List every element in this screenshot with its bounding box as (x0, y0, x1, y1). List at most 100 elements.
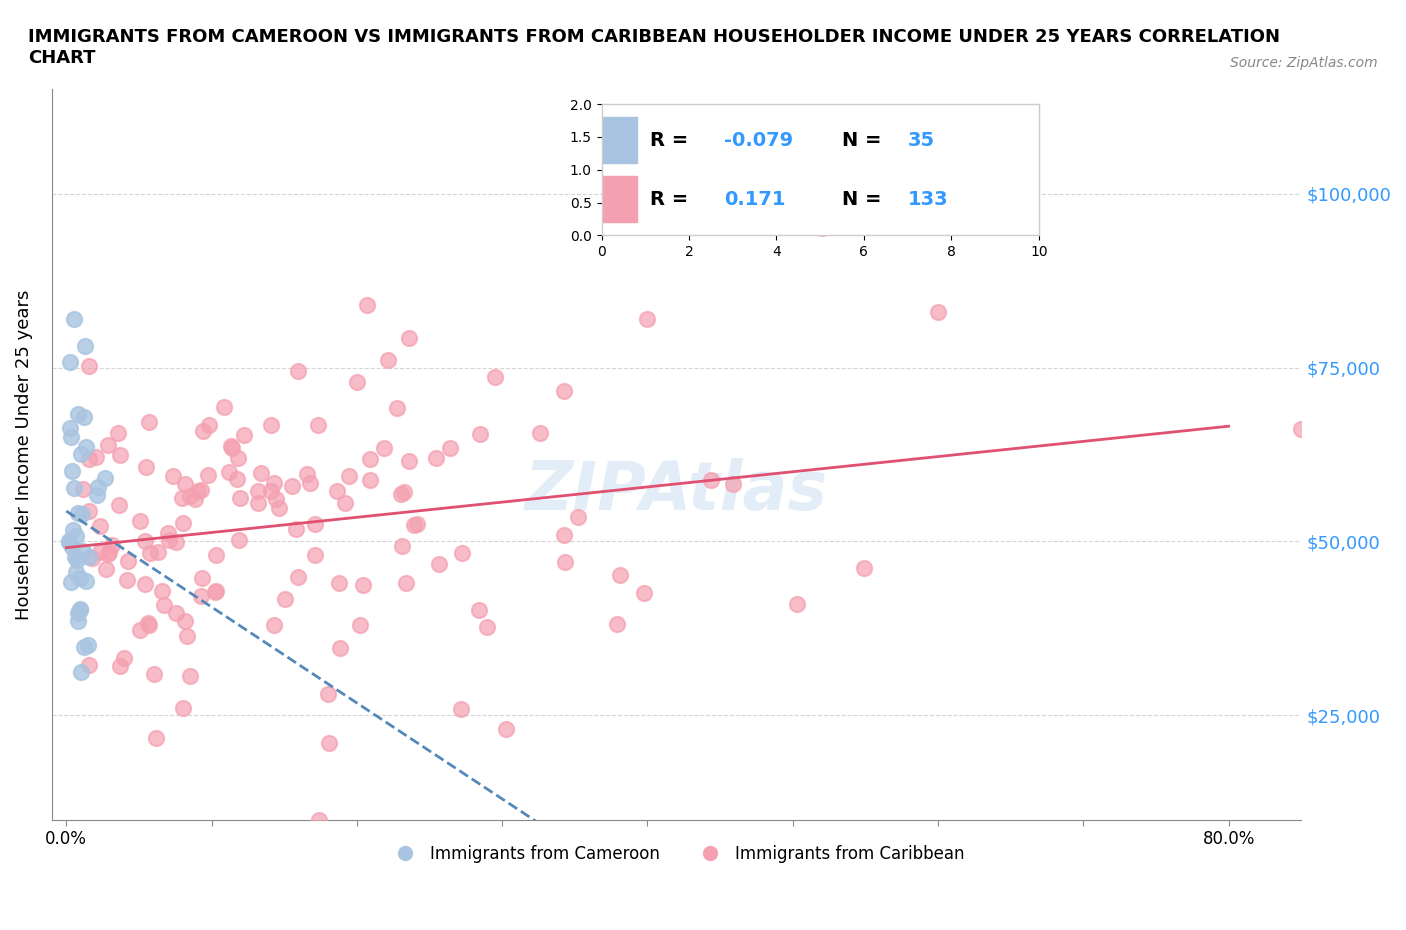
Point (337, 469, 360, 484)
Point (65, 565, 87, 579)
Point (346, 375, 368, 390)
Point (554, 554, 576, 569)
Point (115, 572, 138, 587)
Point (204, 585, 226, 600)
Point (97, 437, 120, 452)
Point (529, 426, 551, 441)
Point (77, 637, 100, 652)
Point (60, 463, 83, 478)
Point (263, 618, 285, 632)
Point (269, 500, 291, 515)
Point (229, 491, 252, 506)
Text: Source: ZipAtlas.com: Source: ZipAtlas.com (1230, 56, 1378, 70)
Point (326, 484, 349, 498)
Point (60, 539, 83, 554)
Point (266, 492, 288, 507)
Point (633, 586, 655, 601)
Point (391, 538, 413, 553)
Point (204, 584, 226, 599)
Point (402, 518, 425, 533)
Point (218, 465, 240, 480)
Point (65, 528, 87, 543)
Point (349, 618, 371, 632)
Point (75, 440, 97, 455)
Point (75, 339, 97, 353)
Point (225, 472, 247, 486)
Text: ZIPAtlas: ZIPAtlas (524, 458, 828, 524)
Point (142, 667, 165, 682)
Point (281, 478, 304, 493)
Point (187, 484, 209, 498)
Point (77, 359, 100, 374)
Point (157, 533, 180, 548)
Point (307, 418, 329, 432)
Point (101, 538, 124, 552)
Point (70, 446, 93, 461)
Point (495, 722, 517, 737)
Point (439, 441, 461, 456)
Point (62, 312, 84, 326)
Point (475, 619, 498, 634)
Point (184, 491, 207, 506)
Point (66, 614, 89, 629)
Point (174, 614, 197, 629)
Point (197, 468, 219, 483)
Point (77, 503, 100, 518)
Point (450, 701, 472, 716)
Point (69, 601, 91, 616)
Point (134, 534, 156, 549)
Point (69, 603, 91, 618)
Point (129, 623, 152, 638)
Point (66, 407, 89, 422)
Point (233, 428, 256, 443)
Point (72, 481, 94, 496)
Point (190, 483, 212, 498)
Point (299, 475, 322, 490)
Point (179, 669, 201, 684)
Point (97, 546, 120, 561)
Point (398, 330, 420, 345)
Point (284, 522, 307, 537)
Point (359, 472, 381, 487)
Point (228, 533, 250, 548)
Point (107, 426, 129, 441)
Point (392, 485, 415, 499)
Point (117, 553, 139, 568)
Point (77, 658, 100, 672)
Point (173, 477, 195, 492)
Point (86, 487, 108, 502)
Point (70, 664, 93, 679)
Point (553, 383, 575, 398)
Y-axis label: Householder Income Under 25 years: Householder Income Under 25 years (15, 289, 32, 619)
Point (484, 369, 506, 384)
Point (73, 639, 96, 654)
Point (66, 552, 89, 567)
Point (304, 516, 326, 531)
Point (328, 576, 350, 591)
Point (329, 641, 352, 656)
Point (606, 616, 628, 631)
Point (66, 605, 89, 620)
Point (609, 567, 631, 582)
Point (59, 354, 82, 369)
Point (553, 527, 575, 542)
Point (274, 591, 297, 606)
Point (176, 629, 198, 644)
Point (94, 562, 117, 577)
Point (287, 364, 309, 379)
Point (316, 687, 339, 702)
Point (162, 469, 184, 484)
Point (297, 467, 319, 482)
Point (110, 448, 132, 463)
Point (73, 409, 96, 424)
Point (58, 534, 80, 549)
Point (398, 453, 420, 468)
Point (72, 544, 94, 559)
Point (172, 516, 194, 531)
Point (98, 544, 121, 559)
Point (927, 304, 949, 319)
Point (138, 618, 160, 632)
Point (80, 551, 103, 565)
Point (84, 450, 107, 465)
Point (138, 415, 160, 430)
